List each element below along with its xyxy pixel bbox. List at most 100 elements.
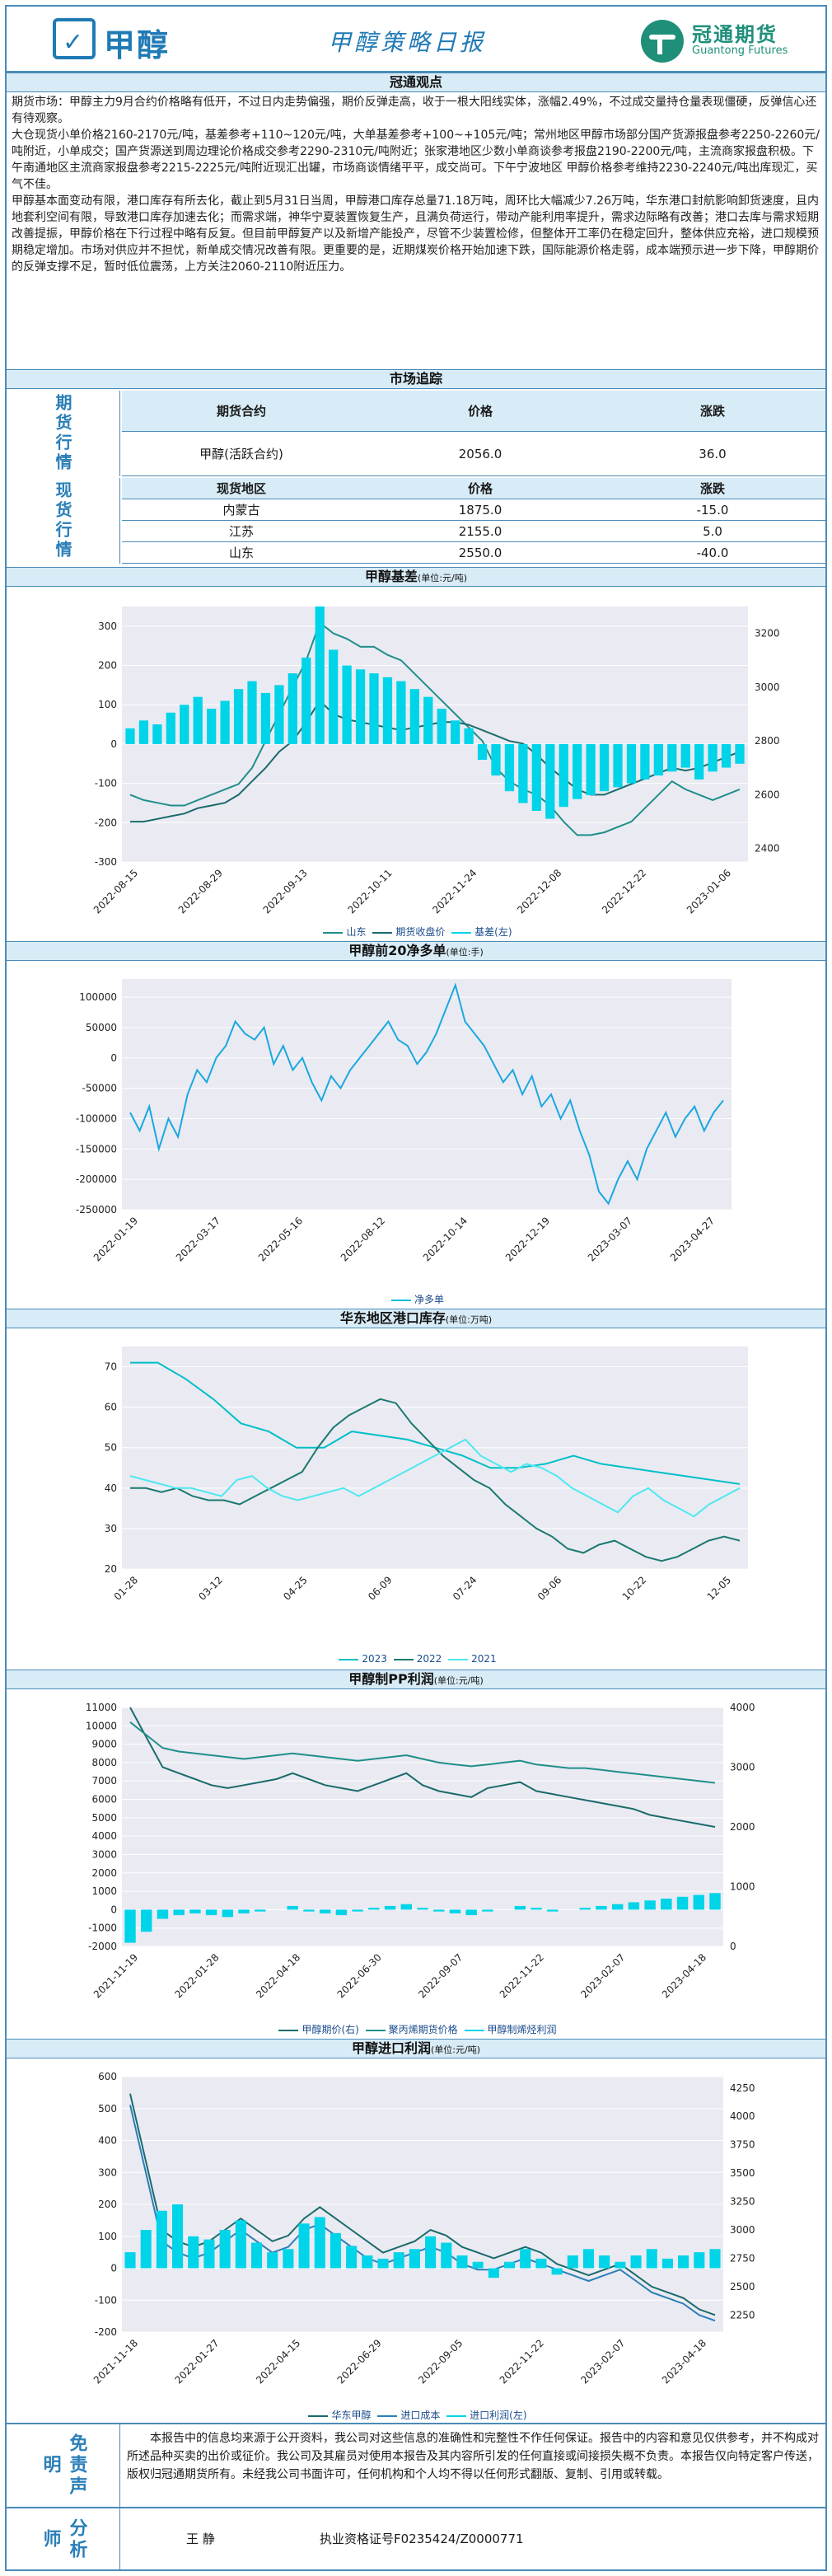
- series-line: [129, 1438, 741, 1518]
- x-tick-label: 2023-04-18: [660, 2337, 708, 2386]
- bar-mark: [319, 1909, 331, 1913]
- net-long-chart: -250000 -200000 -150000 -100000 -50000 0 50000…: [76, 979, 732, 1263]
- bar-mark: [721, 743, 732, 768]
- x-tick-label: 2022-03-17: [174, 1215, 222, 1263]
- bar-mark: [346, 2246, 358, 2269]
- bar-mark: [551, 2268, 563, 2275]
- analyst-label: 分析师: [7, 2508, 120, 2571]
- y-right-tick-label: 2750: [730, 2252, 755, 2264]
- bar-mark: [188, 2236, 199, 2269]
- bar-mark: [283, 2249, 294, 2269]
- x-tick-label: 2023-04-18: [660, 1951, 708, 2000]
- series-line: [129, 621, 741, 836]
- bar-mark: [220, 700, 230, 744]
- x-tick-label: 01-28: [112, 1574, 141, 1603]
- x-tick-label: 2022-09-13: [261, 867, 310, 916]
- bar-mark: [287, 673, 297, 744]
- import-unit: (单位:元/吨): [431, 2044, 480, 2055]
- bar-mark: [255, 1909, 266, 1912]
- logo-text: 甲醇: [104, 27, 171, 63]
- y-tick-label: 0: [110, 738, 117, 750]
- bar-mark: [207, 709, 217, 744]
- import-title: 甲醇进口利润: [351, 2040, 431, 2056]
- bar-mark: [547, 1909, 559, 1912]
- bar-mark: [315, 607, 325, 744]
- bar-mark: [409, 2249, 420, 2269]
- y-tick-label: 300: [98, 2166, 117, 2178]
- bar-mark: [355, 669, 366, 744]
- bar-mark: [352, 1909, 363, 1912]
- bar-mark: [667, 743, 677, 772]
- y-tick-label: -100: [95, 778, 117, 789]
- legend-item: 基差(左): [474, 926, 512, 938]
- bar-mark: [449, 1909, 461, 1913]
- bar-mark: [138, 720, 149, 744]
- y-tick-label: 2000: [91, 1867, 117, 1879]
- bar-mark: [504, 743, 515, 792]
- y-tick-label: 300: [98, 621, 117, 632]
- disclaimer-label: 免责声明: [7, 2424, 120, 2507]
- bar-mark: [203, 2239, 215, 2269]
- bar-mark: [287, 1905, 298, 1910]
- x-tick-label: 07-24: [451, 1574, 479, 1603]
- bar-mark: [409, 689, 419, 744]
- legend-item: 甲醇期价(右): [301, 2024, 359, 2035]
- disclaimer-text: 本报告中的信息均来源于公开资料，我公司对这些信息的准确性和完整性不作任何保证。报…: [127, 2432, 819, 2481]
- bar-mark: [382, 677, 393, 744]
- inventory-section-title: 华东地区港口库存(单位:万吨): [7, 1309, 825, 1328]
- bar-mark: [260, 692, 271, 744]
- spot-change: -15.0: [600, 499, 825, 521]
- bar-mark: [124, 1909, 136, 1943]
- y-tick-label: 50000: [86, 1022, 117, 1033]
- view-section-title: 冠通观点: [7, 73, 825, 92]
- basis-legend: 山东 期货收盘价 基差(左): [7, 925, 825, 939]
- page-title: 甲醇策略日报: [328, 29, 487, 56]
- bar-mark: [152, 724, 162, 744]
- bar-mark: [437, 709, 446, 744]
- bar-mark: [219, 2230, 231, 2269]
- bar-mark: [433, 1909, 445, 1912]
- legend-item: 期货收盘价: [395, 926, 446, 938]
- x-tick-label: 2022-11-22: [498, 1951, 546, 2000]
- bar-mark: [238, 1909, 250, 1913]
- y-tick-label: 0: [110, 1904, 117, 1915]
- bar-mark: [694, 743, 704, 780]
- bar-mark: [579, 1908, 591, 1910]
- y-tick-label: -100: [95, 2294, 117, 2306]
- y-tick-label: 6000: [91, 1794, 117, 1806]
- bar-mark: [423, 696, 433, 744]
- futures-contract: 甲醇(活跃合约): [122, 432, 361, 476]
- y-tick-label: -150000: [76, 1143, 117, 1155]
- x-tick-label: 2022-12-08: [515, 867, 563, 916]
- spot-region: 山东: [122, 542, 361, 564]
- methanol-logo: ✓ 甲醇: [53, 15, 176, 64]
- x-tick-label: 10-22: [620, 1574, 649, 1603]
- spot-header-region: 现货地区: [122, 478, 361, 499]
- x-tick-label: 2022-04-15: [254, 2337, 302, 2386]
- bar-mark: [482, 1909, 493, 1912]
- bar-mark: [140, 2230, 152, 2269]
- view-text: 期货市场：甲醇主力9月合约价格略有低开，不过日内走势偏强，期价反弹走高，收于一根…: [12, 96, 820, 274]
- futures-price: 2056.0: [361, 432, 600, 476]
- basis-title: 甲醇基差: [364, 569, 418, 584]
- spot-price: 2550.0: [361, 542, 600, 564]
- bar-mark: [441, 2242, 452, 2269]
- bar-mark: [640, 743, 650, 780]
- legend-item: 进口利润(左): [470, 2410, 527, 2421]
- plot-area: [122, 1347, 748, 1569]
- legend-item: 进口成本: [400, 2410, 441, 2421]
- y-right-tick-label: 4000: [730, 2110, 755, 2122]
- y-tick-label: 0: [110, 2263, 117, 2274]
- y-tick-label: 40: [105, 1482, 117, 1494]
- futures-row: 甲醇(活跃合约) 2056.0 36.0: [122, 432, 825, 476]
- bar-mark: [400, 1904, 412, 1910]
- basis-chart: -300 -200 -100 0 100 200 300 2400 2600 2800 3000 32…: [91, 607, 780, 916]
- x-tick-label: 2022-05-16: [256, 1215, 305, 1263]
- spot-region: 内蒙古: [122, 499, 361, 521]
- x-tick-label: 2023-02-07: [578, 2337, 627, 2386]
- bar-mark: [644, 1900, 656, 1910]
- y-right-tick-label: 3200: [755, 628, 780, 639]
- spot-header-change: 涨跌: [600, 478, 825, 499]
- import-profit-chart: -200 -100 0 100 200 300 400 500 600 2250 2500 2750 3…: [91, 2071, 755, 2386]
- net-long-section-title: 甲醇前20净多单(单位:手): [7, 941, 825, 961]
